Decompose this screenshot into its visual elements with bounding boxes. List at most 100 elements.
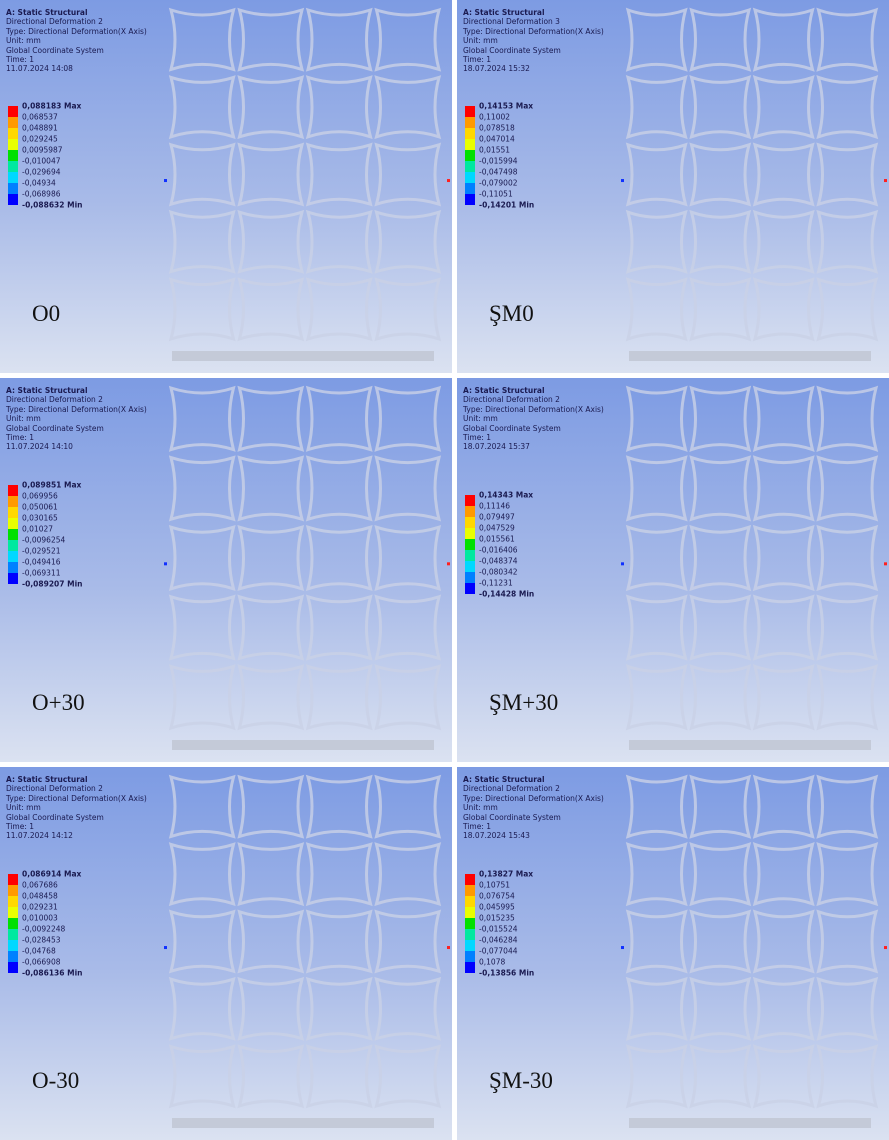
legend-band [465, 495, 475, 506]
lattice-cell [755, 844, 813, 903]
lattice-cell [240, 388, 303, 450]
legend-label: -0,088632 Min [22, 201, 82, 210]
lattice-cell [819, 777, 877, 836]
min-probe [164, 562, 167, 565]
lattice-cell [755, 458, 813, 520]
header-line: Directional Deformation 2 [463, 395, 604, 404]
header-line: A: Static Structural [463, 8, 604, 17]
legend-label: -0,079002 [479, 179, 518, 188]
lattice-cell [628, 777, 686, 836]
legend-label: -0,04934 [22, 179, 56, 188]
legend-band [465, 951, 475, 962]
lattice-cell [171, 145, 234, 204]
lattice-cell [692, 212, 750, 271]
header-line: Type: Directional Deformation(X Axis) [6, 405, 147, 414]
legend-label: 0,13827 Max [479, 870, 533, 879]
lattice-cell [377, 597, 440, 659]
lattice-cell [692, 458, 750, 520]
legend-label: -0,066908 [22, 958, 61, 967]
header-line: Directional Deformation 2 [6, 784, 147, 793]
legend-label: -0,015994 [479, 157, 518, 166]
lattice-cell [308, 527, 371, 589]
result-panel: A: Static StructuralDirectional Deformat… [457, 378, 889, 762]
legend-band [465, 918, 475, 929]
legend-label: 0,076754 [479, 892, 515, 901]
header-line: Time: 1 [463, 822, 604, 831]
legend-band [465, 572, 475, 583]
panel-caption: O-30 [32, 1068, 79, 1094]
header-line: Unit: mm [6, 414, 147, 423]
legend-label: -0,14201 Min [479, 201, 534, 210]
lattice-cell [171, 280, 234, 339]
legend-band [8, 940, 18, 951]
lattice-cell [755, 777, 813, 836]
header-line: Type: Directional Deformation(X Axis) [463, 405, 604, 414]
legend-band [8, 507, 18, 518]
header-line: Directional Deformation 2 [6, 395, 147, 404]
lattice-cell [819, 844, 877, 903]
lattice-cell [819, 10, 877, 69]
lattice-cell [171, 10, 234, 69]
header-line: A: Static Structural [6, 8, 147, 17]
lattice-cell [628, 666, 686, 728]
header-line: A: Static Structural [6, 775, 147, 784]
legend-band [8, 139, 18, 150]
lattice-cell [755, 77, 813, 136]
lattice-cell [377, 777, 440, 836]
min-probe [164, 946, 167, 949]
base-plate [629, 740, 871, 750]
legend-label: -0,077044 [479, 947, 518, 956]
header-line: Type: Directional Deformation(X Axis) [6, 27, 147, 36]
legend-label: 0,069956 [22, 492, 58, 501]
legend-label: 0,067686 [22, 881, 58, 890]
max-probe [447, 946, 450, 949]
legend-band [465, 874, 475, 885]
min-probe [164, 179, 167, 182]
lattice-cell [692, 388, 750, 450]
lattice-cell [377, 212, 440, 271]
lattice-cell [308, 458, 371, 520]
legend-band [465, 561, 475, 572]
legend-band [465, 583, 475, 594]
lattice-cell [240, 212, 303, 271]
lattice-cell [171, 979, 234, 1038]
legend-band [465, 150, 475, 161]
legend-band [8, 485, 18, 496]
base-plate [629, 351, 871, 361]
lattice-cell [171, 388, 234, 450]
figure: A: Static StructuralDirectional Deformat… [0, 0, 889, 1140]
header-line: Time: 1 [6, 55, 147, 64]
lattice-cell [171, 844, 234, 903]
legend-band [8, 951, 18, 962]
legend-band [465, 907, 475, 918]
legend-label: -0,016406 [479, 546, 518, 555]
base-plate [172, 1118, 434, 1128]
header-line: Directional Deformation 2 [463, 784, 604, 793]
min-probe [621, 562, 624, 565]
header-line: Type: Directional Deformation(X Axis) [463, 27, 604, 36]
lattice-cell [240, 777, 303, 836]
result-panel: A: Static StructuralDirectional Deformat… [0, 767, 452, 1140]
header-line: Unit: mm [463, 414, 604, 423]
lattice-cell [628, 1047, 686, 1106]
lattice-cell [692, 145, 750, 204]
legend-band [8, 496, 18, 507]
header-line: A: Static Structural [463, 775, 604, 784]
header-line: Unit: mm [6, 36, 147, 45]
lattice-cell [377, 280, 440, 339]
min-probe [621, 946, 624, 949]
lattice-cell [308, 912, 371, 971]
legend-label: 0,068537 [22, 113, 58, 122]
lattice-cell [377, 1047, 440, 1106]
legend-label: -0,028453 [22, 936, 61, 945]
legend-label: 0,047529 [479, 524, 515, 533]
legend-label: 0,10751 [479, 881, 510, 890]
legend-label: 0,048458 [22, 892, 58, 901]
legend-band [465, 183, 475, 194]
lattice-cell [628, 280, 686, 339]
lattice-cell [240, 979, 303, 1038]
lattice-cell [692, 666, 750, 728]
result-header: A: Static StructuralDirectional Deformat… [463, 775, 604, 841]
